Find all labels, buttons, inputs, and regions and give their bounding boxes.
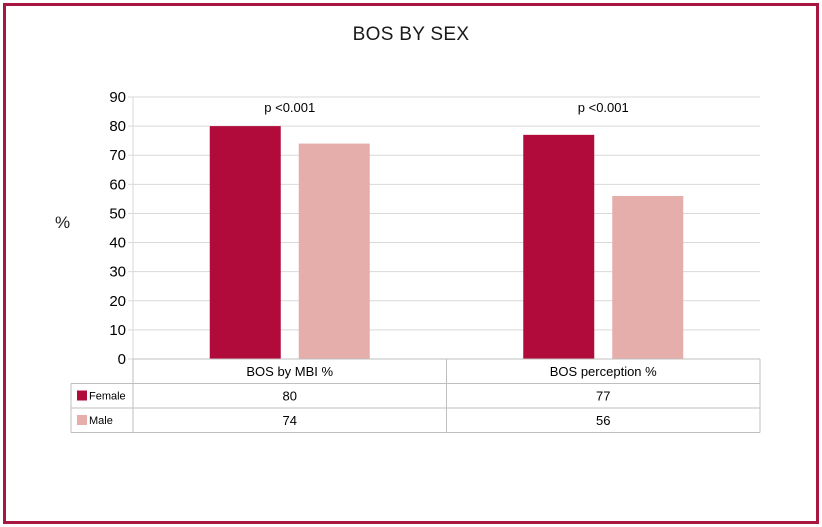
legend-swatch-male <box>77 415 87 425</box>
y-tick-label: 40 <box>109 235 126 252</box>
y-tick-label: 60 <box>109 176 126 193</box>
bar-male-1 <box>298 143 370 359</box>
legend-label-female: Female <box>89 391 126 403</box>
x-category-label: BOS by MBI % <box>246 364 333 379</box>
p-value-annotation: p <0.001 <box>578 100 629 115</box>
y-tick-label: 30 <box>109 264 126 281</box>
legend-label-male: Male <box>89 415 113 427</box>
p-value-annotation: p <0.001 <box>264 100 315 115</box>
bar-female-1 <box>209 126 281 359</box>
y-tick-label: 10 <box>109 322 126 339</box>
data-label: 77 <box>596 389 610 404</box>
data-label: 74 <box>283 413 297 428</box>
chart-title: BOS BY SEX <box>352 24 470 45</box>
data-label: 80 <box>283 389 297 404</box>
y-tick-label: 70 <box>109 147 126 164</box>
bar-male-2 <box>612 195 684 359</box>
legend-swatch-female <box>77 390 87 401</box>
y-tick-label: 50 <box>109 205 126 222</box>
y-tick-label: 0 <box>118 351 126 368</box>
y-tick-label: 80 <box>109 118 126 135</box>
data-label: 56 <box>596 413 610 428</box>
y-tick-label: 20 <box>109 293 126 310</box>
bar-female-2 <box>523 134 595 359</box>
y-tick-label: 90 <box>109 89 126 106</box>
y-axis-label: % <box>55 213 71 232</box>
x-category-label: BOS perception % <box>550 364 657 379</box>
